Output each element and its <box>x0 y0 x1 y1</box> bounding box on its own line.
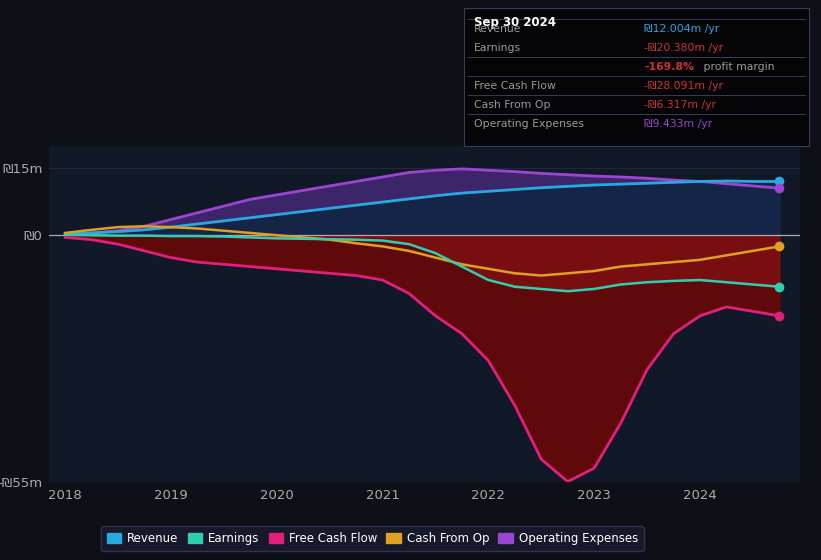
Legend: Revenue, Earnings, Free Cash Flow, Cash From Op, Operating Expenses: Revenue, Earnings, Free Cash Flow, Cash … <box>101 526 644 551</box>
Text: -169.8%: -169.8% <box>644 62 695 72</box>
Text: ₪9.433m /yr: ₪9.433m /yr <box>644 119 713 129</box>
Text: Cash From Op: Cash From Op <box>474 100 550 110</box>
Text: Sep 30 2024: Sep 30 2024 <box>474 16 556 29</box>
Text: Earnings: Earnings <box>474 43 521 53</box>
Text: -₪6.317m /yr: -₪6.317m /yr <box>644 100 717 110</box>
Text: -₪20.380m /yr: -₪20.380m /yr <box>644 43 723 53</box>
Text: profit margin: profit margin <box>700 62 775 72</box>
Text: Free Cash Flow: Free Cash Flow <box>474 81 556 91</box>
Text: Revenue: Revenue <box>474 24 521 34</box>
Text: ₪12.004m /yr: ₪12.004m /yr <box>644 24 720 34</box>
Text: -₪28.091m /yr: -₪28.091m /yr <box>644 81 723 91</box>
Text: Operating Expenses: Operating Expenses <box>474 119 584 129</box>
